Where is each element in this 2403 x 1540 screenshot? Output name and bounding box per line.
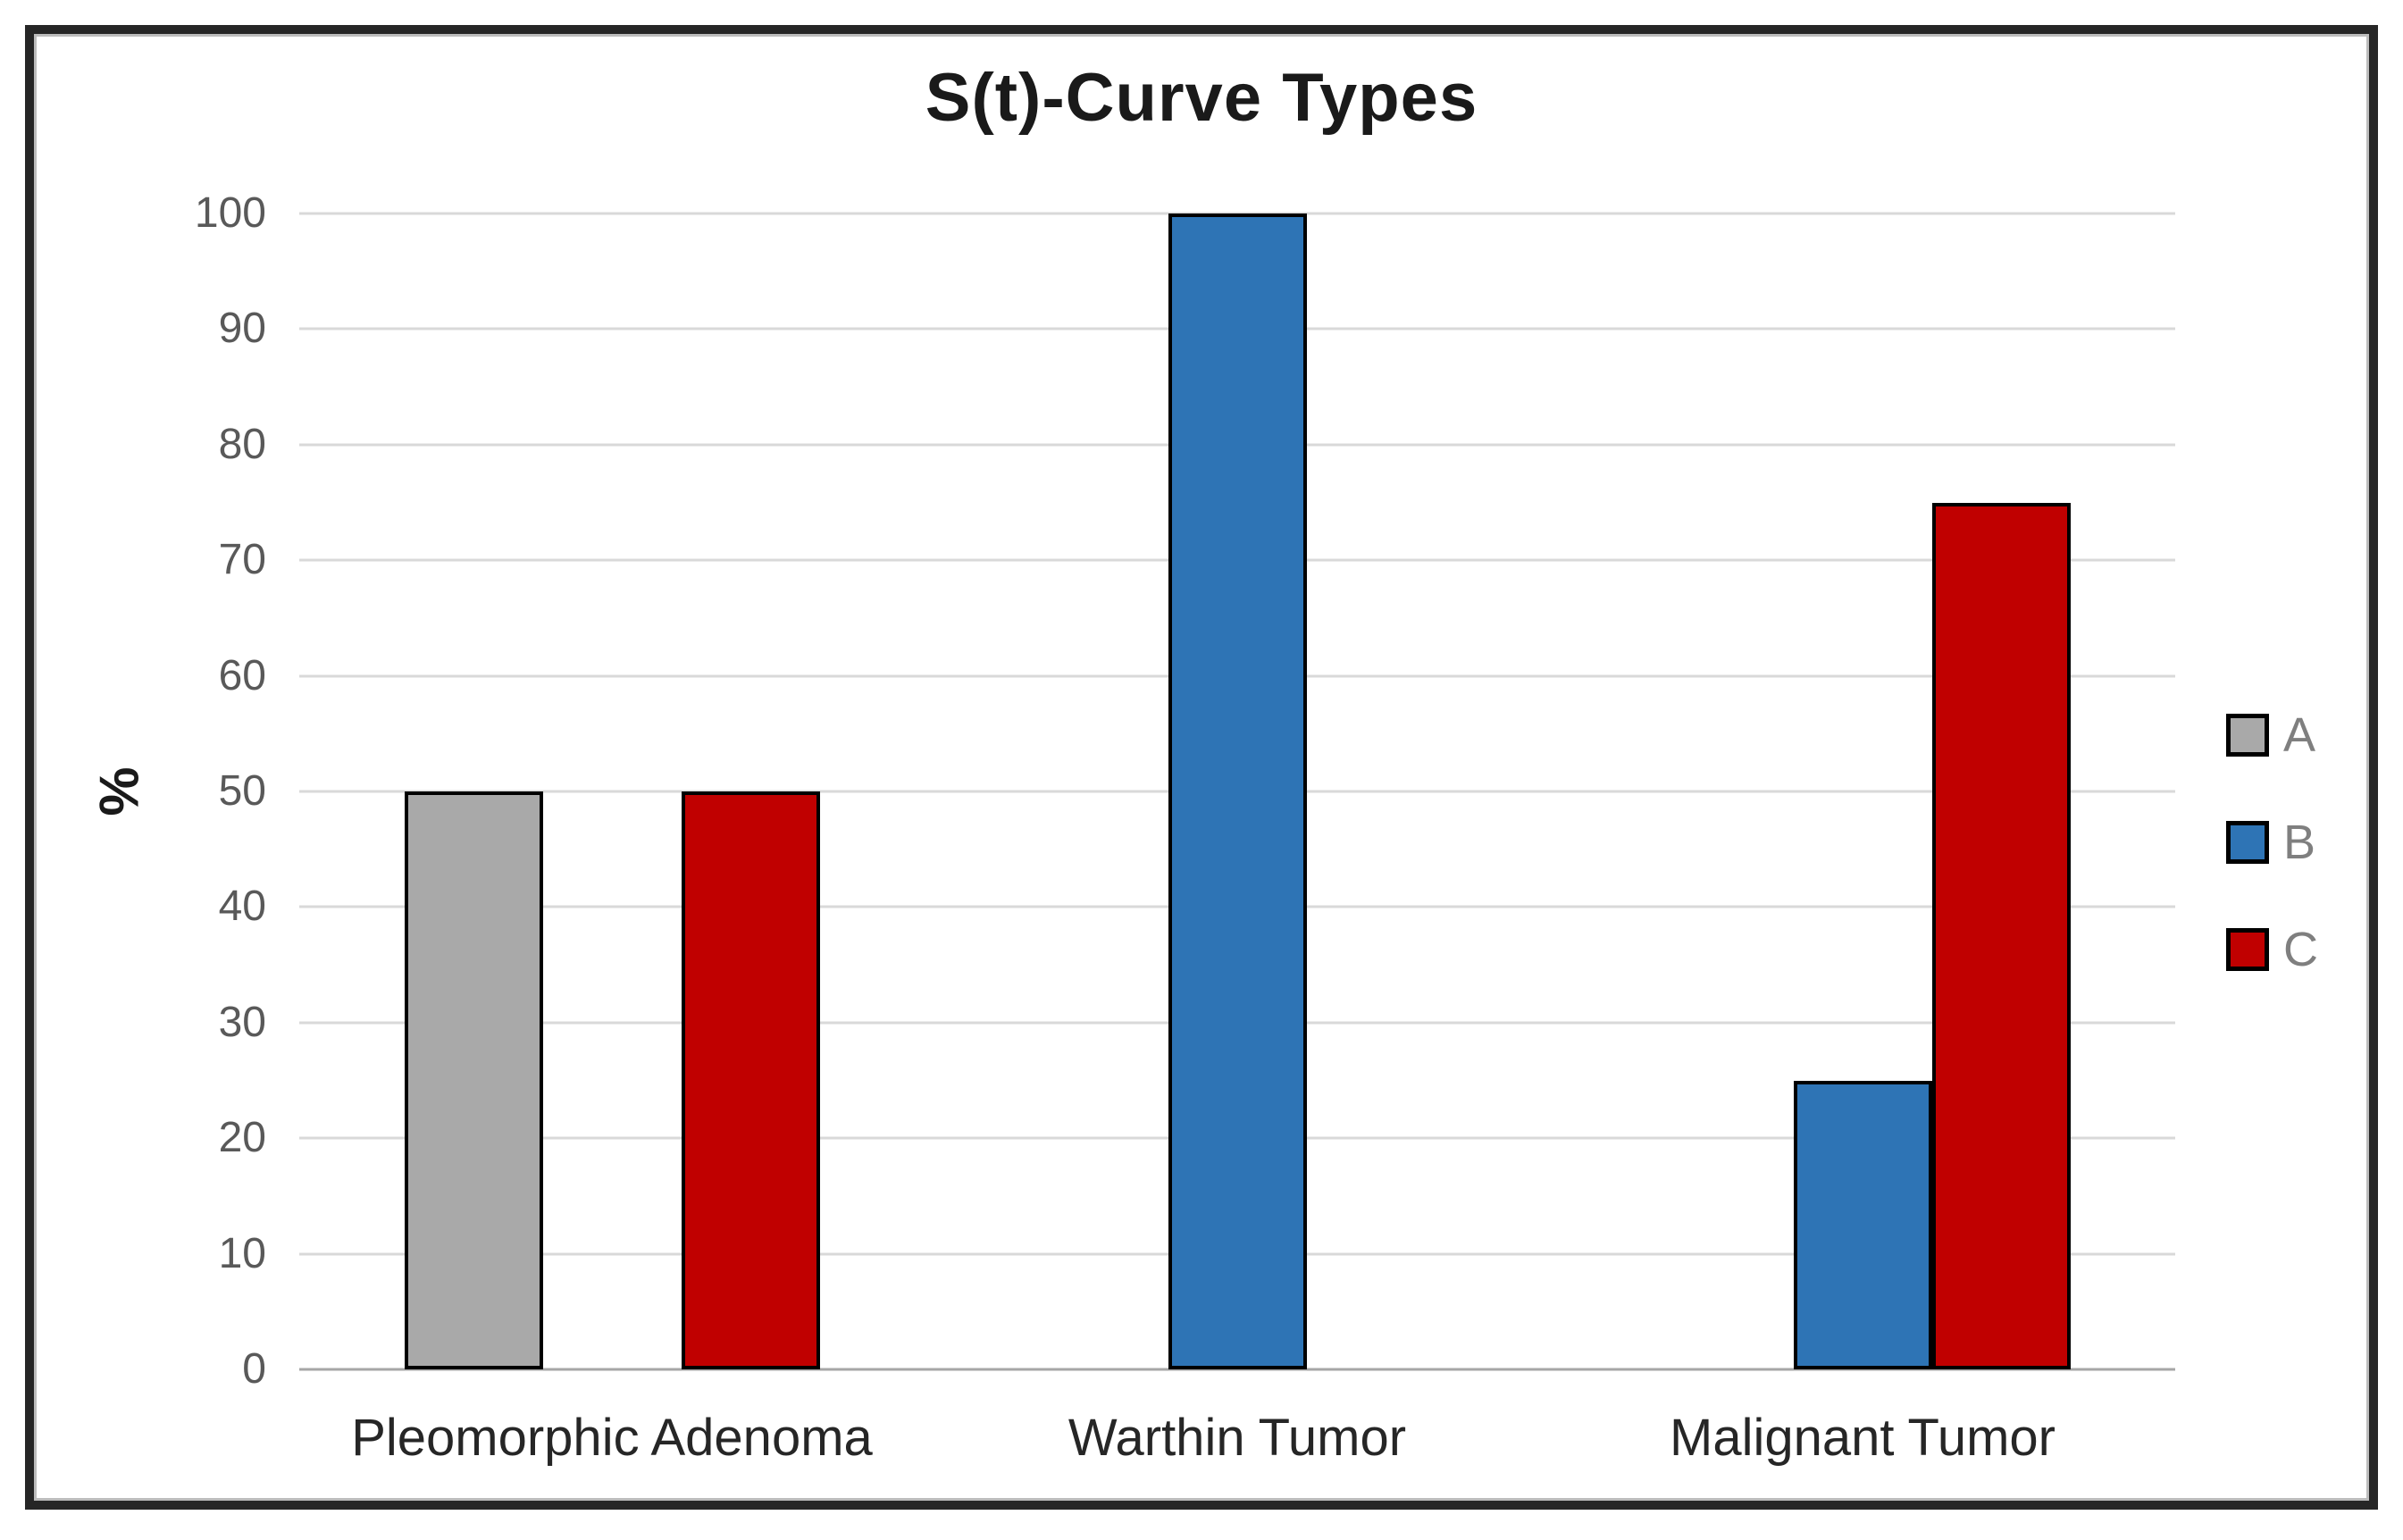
plot-area: [299, 212, 2175, 1371]
x-label-pleomorphic-adenoma: Pleomorphic Adenoma: [351, 1409, 873, 1467]
y-tick-label-60: 60: [218, 651, 266, 699]
bar-a-pleomorphic-adenoma: [404, 791, 543, 1369]
bar-c-pleomorphic-adenoma: [681, 791, 820, 1369]
x-axis-baseline: [299, 1368, 2175, 1371]
y-tick-label-50: 50: [218, 767, 266, 815]
legend-item-c: C: [2226, 925, 2318, 974]
y-tick-label-70: 70: [218, 536, 266, 584]
y-axis-tick-labels: 0 10 20 30 40 50 60 70 80 90 100: [105, 192, 266, 1391]
legend-swatch-b: [2226, 821, 2269, 864]
bar-c-malignant-tumor: [1931, 502, 2071, 1369]
y-tick-label-100: 100: [194, 189, 266, 237]
chart-title: S(t)-Curve Types: [925, 60, 1478, 136]
bar-b-warthin-tumor: [1168, 213, 1307, 1369]
y-tick-label-10: 10: [218, 1229, 266, 1277]
y-tick-label-90: 90: [218, 305, 266, 353]
legend-swatch-a: [2226, 714, 2269, 757]
legend-label-c: C: [2283, 923, 2318, 976]
legend-label-b: B: [2283, 816, 2316, 869]
legend-item-b: B: [2226, 818, 2318, 866]
x-axis-category-labels: Pleomorphic Adenoma Warthin Tumor Malignan…: [299, 1408, 2175, 1468]
y-tick-label-0: 0: [242, 1345, 266, 1393]
legend-item-a: A: [2226, 711, 2318, 759]
legend-label-a: A: [2283, 708, 2316, 762]
bar-b-malignant-tumor: [1793, 1080, 1932, 1369]
x-label-warthin-tumor: Warthin Tumor: [1068, 1409, 1407, 1467]
x-label-malignant-tumor: Malignant Tumor: [1670, 1409, 2056, 1467]
y-tick-label-30: 30: [218, 998, 266, 1046]
y-tick-label-40: 40: [218, 883, 266, 931]
legend-swatch-c: [2226, 928, 2269, 971]
legend: A B C: [2226, 711, 2318, 974]
y-tick-label-20: 20: [218, 1114, 266, 1162]
y-tick-label-80: 80: [218, 420, 266, 468]
